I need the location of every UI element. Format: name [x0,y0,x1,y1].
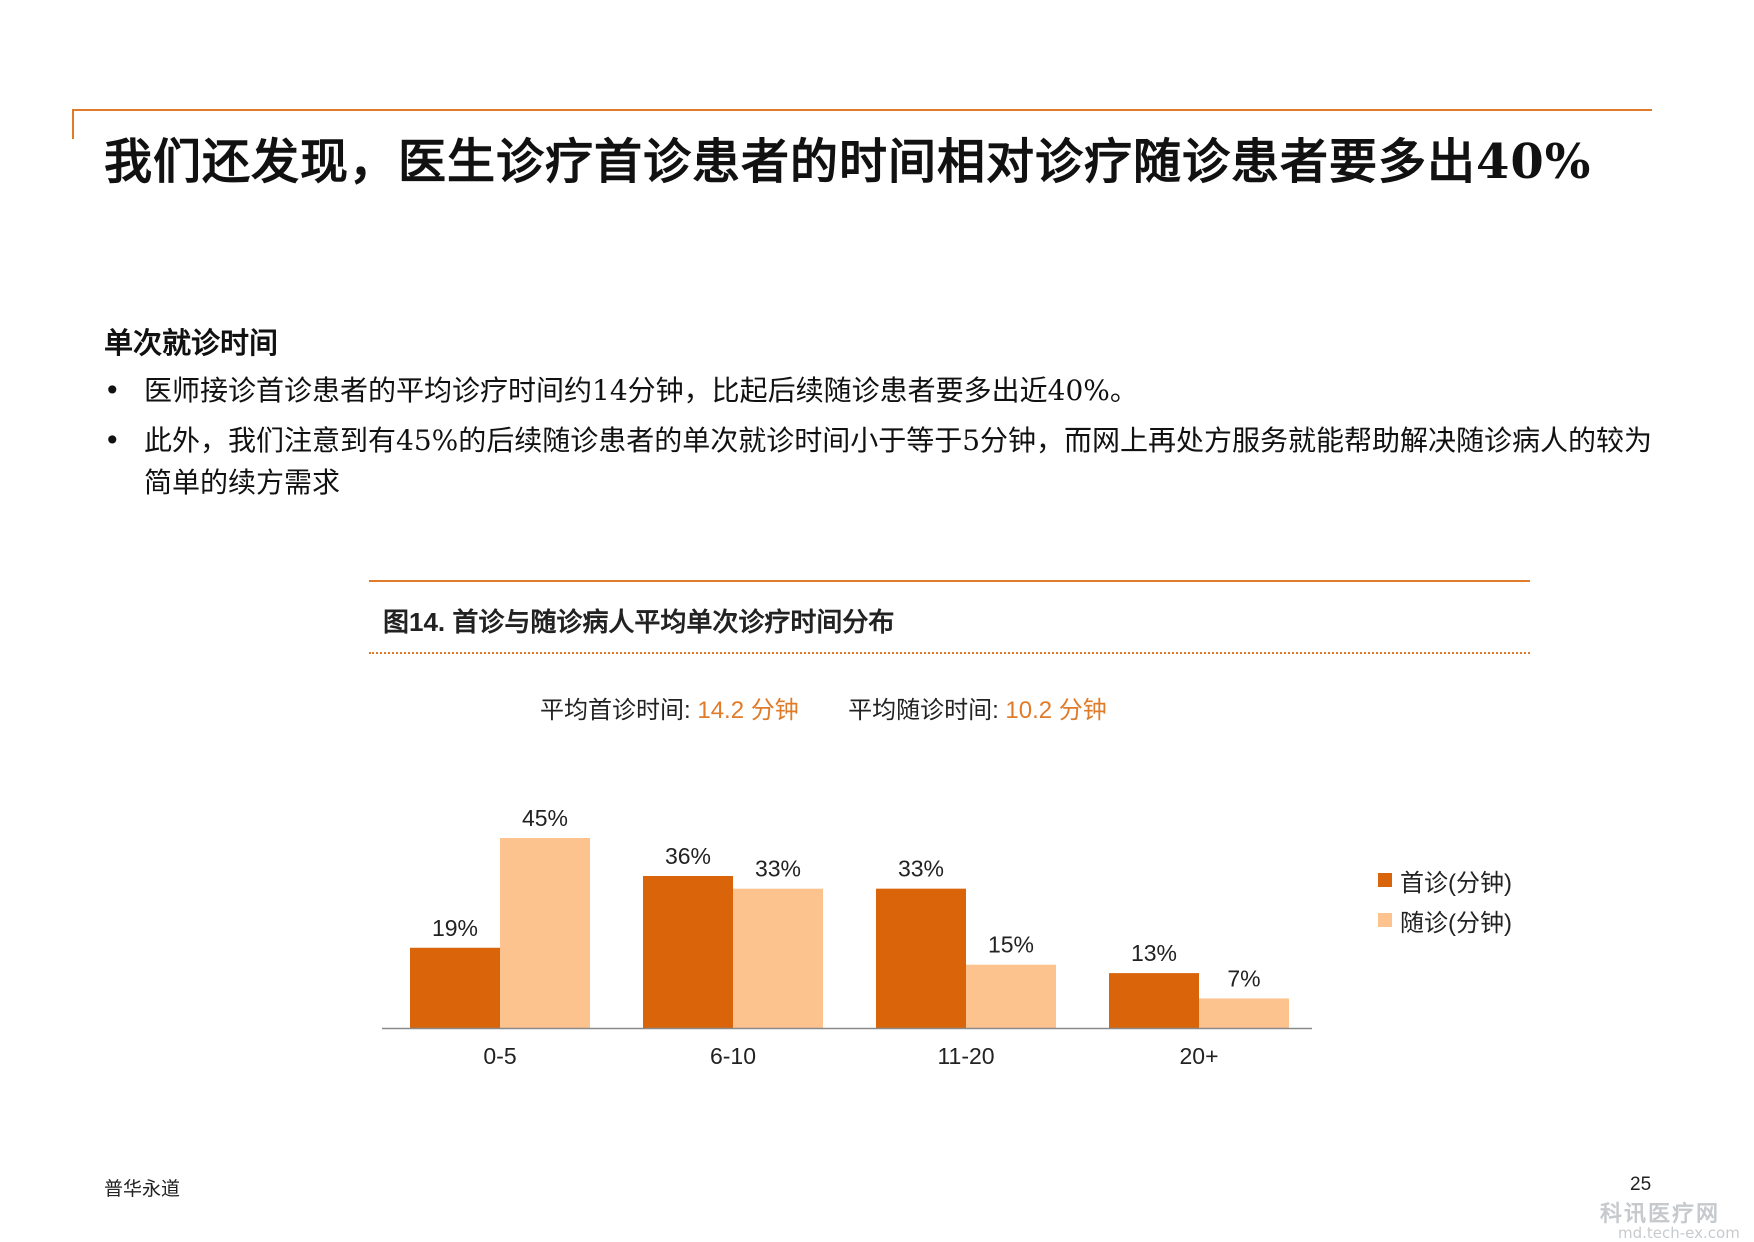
bullet-item: • 医师接诊首诊患者的平均诊疗时间约14分钟，比起后续随诊患者要多出近40%。 [104,370,1664,412]
bar-first-6-10 [643,876,733,1028]
x-tick-label-11-20: 11-20 [937,1043,994,1069]
avg-first-value: 14.2 分钟 [697,697,799,724]
x-tick-label-6-10: 6-10 [710,1043,756,1069]
bar-follow-0-5 [500,838,590,1028]
bar-first-0-5 [410,947,500,1028]
section-heading: 单次就诊时间 [104,326,279,360]
bullet-marker: • [104,424,121,457]
footer-brand: 普华永道 [104,1178,181,1200]
data-label-first-11-20: 33% [898,856,944,882]
avg-follow-value: 10.2 分钟 [1005,697,1107,724]
bar-chart: 19% 45% 0-5 36% 33% 6-10 33% 15% 11-20 13% 7% 20+ [382,805,1312,1069]
bar-first-11-20 [876,888,966,1028]
bullet-list: • 医师接诊首诊患者的平均诊疗时间约14分钟，比起后续随诊患者要多出近40%。 … [104,370,1664,512]
legend-swatch-follow [1378,913,1392,927]
bullet-text: 此外，我们注意到有45%的后续随诊患者的单次就诊时间小于等于5分钟，而网上再处方… [144,424,1653,499]
page-number: 25 [1630,1174,1652,1195]
figure-title: 图14. 首诊与随诊病人平均单次诊疗时间分布 [383,607,895,637]
bar-follow-11-20 [966,964,1056,1028]
average-times: 平均首诊时间: 14.2 分钟 平均随诊时间: 10.2 分钟 [540,690,1107,725]
legend-item-first: 首诊(分钟) [1378,860,1512,900]
data-label-follow-6-10: 33% [755,856,801,882]
bullet-marker: • [104,374,121,407]
data-label-follow-20+: 7% [1227,965,1260,991]
legend-label-first: 首诊(分钟) [1400,869,1512,897]
bullet-item: • 此外，我们注意到有45%的后续随诊患者的单次就诊时间小于等于5分钟，而网上再… [104,420,1664,504]
bullet-text: 医师接诊首诊患者的平均诊疗时间约14分钟，比起后续随诊患者要多出近40%。 [144,374,1138,407]
data-label-follow-0-5: 45% [522,805,568,831]
data-label-first-20+: 13% [1131,940,1177,966]
watermark: 科讯医疗网 md.tech-ex.com [1600,1196,1740,1242]
figure-dotted-rule [369,652,1530,654]
slide-title: 我们还发现，医生诊疗首诊患者的时间相对诊疗随诊患者要多出40% [104,134,1592,190]
x-tick-label-0-5: 0-5 [483,1043,516,1069]
avg-follow-label: 平均随诊时间: [848,697,999,724]
legend-label-follow: 随诊(分钟) [1400,909,1512,937]
data-label-follow-11-20: 15% [988,932,1034,958]
bar-follow-20+ [1199,998,1289,1028]
avg-first-label: 平均首诊时间: [540,697,691,724]
watermark-url: md.tech-ex.com [1618,1224,1740,1242]
chart-legend: 首诊(分钟) 随诊(分钟) [1378,860,1512,940]
legend-swatch-first [1378,873,1392,887]
x-tick-label-20+: 20+ [1179,1043,1218,1069]
data-label-first-6-10: 36% [665,843,711,869]
figure-top-rule [369,580,1530,582]
data-label-first-0-5: 19% [432,915,478,941]
watermark-text: 科讯医疗网 [1600,1202,1721,1227]
bar-first-20+ [1109,973,1199,1028]
legend-item-follow: 随诊(分钟) [1378,900,1512,940]
bar-follow-6-10 [733,888,823,1028]
title-accent-frame [72,109,1652,139]
